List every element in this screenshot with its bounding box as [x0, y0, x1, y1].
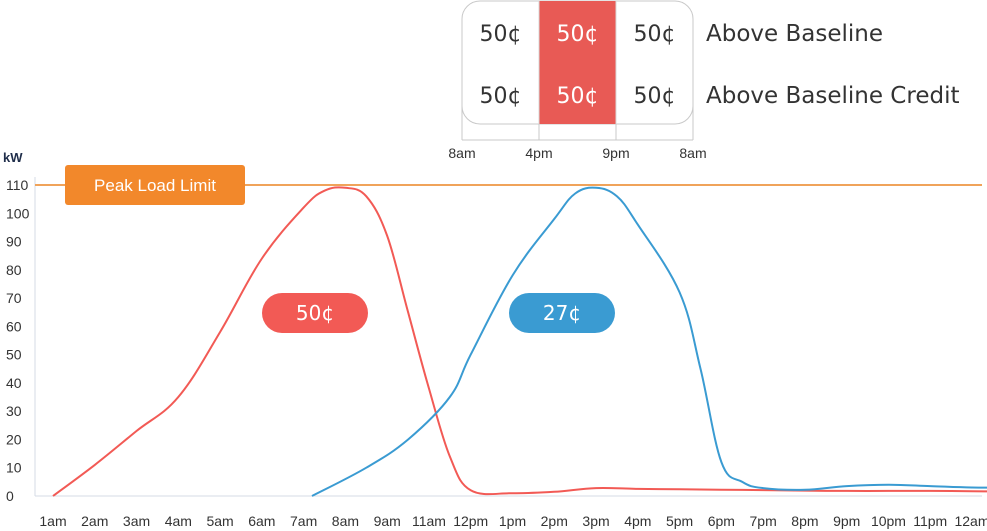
rate-cell: 50¢	[480, 84, 522, 109]
x-tick-label: 11am	[412, 513, 446, 529]
x-tick-label: 2am	[81, 513, 108, 529]
y-tick-label: 0	[6, 488, 14, 504]
peak-load-limit-badge	[65, 165, 245, 205]
rate-table: 50¢ 50¢ 50¢ Above Baseline 50¢ 50¢ 50¢ Above Ba…	[448, 0, 959, 161]
rate-cell: 50¢	[557, 84, 599, 109]
y-tick-label: 40	[6, 375, 22, 391]
x-tick-label: 9am	[374, 513, 401, 529]
y-tick-label: 70	[6, 290, 22, 306]
x-tick-label: 1pm	[499, 513, 526, 529]
rate-time-tick: 9pm	[602, 145, 629, 161]
x-tick-label: 7pm	[750, 513, 777, 529]
x-tick-label: 3pm	[582, 513, 609, 529]
x-tick-label: 4am	[165, 513, 192, 529]
peak-load-limit: Peak Load Limit	[35, 165, 982, 205]
rate-row-label: Above Baseline Credit	[706, 83, 959, 109]
x-tick-label: 3am	[123, 513, 150, 529]
chart-axes: kW 0 10 20 30 40 50 60 70 80 90 100 110 1am 2am 3am 4am 5…	[3, 150, 987, 529]
y-tick-label: 110	[6, 177, 29, 193]
series-line-0	[52, 186, 987, 497]
x-tick-label: 6pm	[708, 513, 735, 529]
rate-row-label: Above Baseline	[706, 21, 883, 47]
x-tick-label: 4pm	[624, 513, 651, 529]
badge-layer: 50¢ 27¢	[262, 293, 615, 333]
rate-time-tick: 4pm	[525, 145, 552, 161]
x-tick-label: 2pm	[541, 513, 568, 529]
y-tick-label: 30	[6, 403, 22, 419]
y-tick-label: 90	[6, 234, 22, 250]
x-tick-label: 8am	[332, 513, 359, 529]
y-tick-label: 80	[6, 262, 22, 278]
rate-cell: 50¢	[480, 22, 522, 47]
x-tick-label: 5pm	[666, 513, 693, 529]
rate-cell: 50¢	[557, 22, 599, 47]
x-tick-label: 10pm	[871, 513, 906, 529]
series-badge-1	[509, 293, 615, 333]
x-tick-label: 12pm	[453, 513, 488, 529]
x-tick-label: 9pm	[833, 513, 860, 529]
peak-load-limit-label: Peak Load Limit	[94, 176, 216, 195]
series-layer	[52, 186, 987, 497]
rate-cell: 50¢	[634, 84, 676, 109]
rate-time-tick: 8am	[679, 145, 706, 161]
y-tick-label: 50	[6, 347, 22, 363]
y-tick-label: 10	[6, 460, 22, 476]
x-tick-label: 5am	[206, 513, 233, 529]
series-badge-label-1: 27¢	[543, 301, 581, 325]
x-tick-label: 12am	[954, 513, 987, 529]
x-tick-label: 1am	[39, 513, 66, 529]
series-badge-label-0: 50¢	[296, 301, 334, 325]
y-axis-label: kW	[3, 150, 23, 165]
rate-time-tick: 8am	[448, 145, 475, 161]
rate-table-highlight-column	[539, 1, 616, 124]
y-tick-label: 20	[6, 431, 22, 447]
x-tick-label: 7am	[290, 513, 317, 529]
series-badge-0	[262, 293, 368, 333]
y-tick-label: 100	[6, 205, 30, 221]
x-tick-label: 8pm	[791, 513, 818, 529]
x-tick-label: 6am	[248, 513, 275, 529]
y-tick-label: 60	[6, 318, 22, 334]
x-tick-label: 11pm	[913, 513, 947, 529]
rate-cell: 50¢	[634, 22, 676, 47]
series-line-1	[311, 186, 987, 497]
